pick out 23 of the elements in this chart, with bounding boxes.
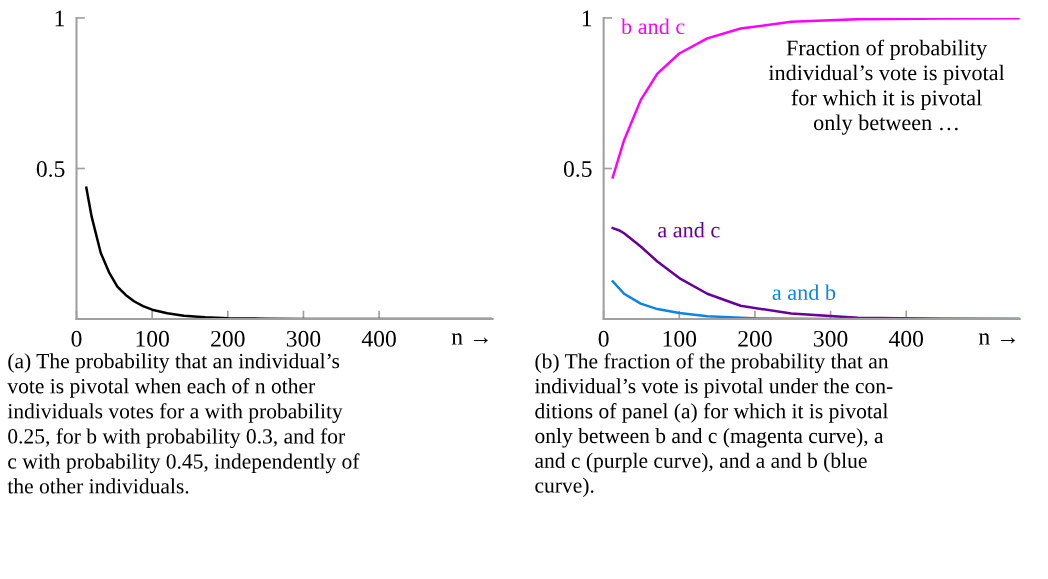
x-tick-label: 100 bbox=[136, 330, 169, 347]
x-axis-title: n → bbox=[978, 333, 1015, 345]
x-tick-label: 400 bbox=[888, 330, 924, 347]
y-tick-label: 0.5 bbox=[36, 160, 65, 178]
x-tick-label: 200 bbox=[738, 330, 772, 347]
x-tick-label: 400 bbox=[361, 330, 396, 347]
y-tick-label: 1 bbox=[582, 10, 592, 27]
x-tick-label: 300 bbox=[814, 330, 848, 347]
text: (a) The probability that an individual’s vote is pivotal when each of n other individuals votes for a with probability 0.25, for b with probability 0.3, and for c with probability 0.45, independently of the other individuals. bbox=[7, 353, 360, 494]
series-label: a and b bbox=[772, 284, 836, 301]
x-tick-label: 300 bbox=[286, 330, 321, 347]
line-series bbox=[611, 17, 1020, 179]
x-axis-title: n → bbox=[451, 333, 488, 345]
x-tick-label: 100 bbox=[663, 330, 697, 347]
y-tick-label: 0.5 bbox=[563, 160, 592, 178]
y-tick-label: 1 bbox=[55, 10, 64, 27]
x-tick-label: 0 bbox=[71, 330, 82, 347]
text: (b) The fraction of the probability that an individual’s vote is pivotal under the con- ditions of panel (a) for which it is pivotal only between b and c (magenta curve), a and c (purple curve), and a and b (blue curve). bbox=[534, 353, 893, 498]
annotation: Fraction of probability individual’s vote is pivotal for which it is pivotal only between … bbox=[768, 39, 1005, 135]
series-label: b and c bbox=[621, 18, 685, 35]
series-label: a and c bbox=[658, 221, 720, 238]
x-tick-label: 200 bbox=[211, 330, 245, 347]
x-tick-label: 0 bbox=[598, 330, 609, 347]
